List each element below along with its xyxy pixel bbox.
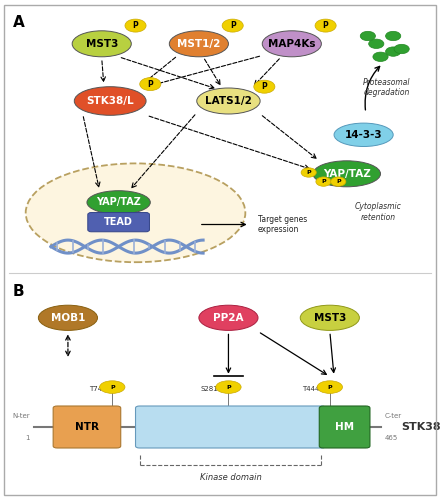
Text: MST3: MST3: [85, 39, 118, 49]
Text: P: P: [147, 80, 153, 88]
Text: Target genes
expression: Target genes expression: [258, 215, 307, 234]
Text: 1: 1: [26, 434, 30, 440]
Circle shape: [99, 381, 125, 394]
Ellipse shape: [74, 86, 146, 116]
Circle shape: [385, 32, 401, 40]
Text: P: P: [261, 82, 267, 91]
Circle shape: [394, 44, 409, 54]
Text: 14-3-3: 14-3-3: [345, 130, 382, 140]
Text: T444: T444: [302, 386, 319, 392]
Text: STK38/L: STK38/L: [86, 96, 134, 106]
Circle shape: [140, 78, 161, 90]
Ellipse shape: [26, 164, 246, 262]
Circle shape: [301, 168, 316, 177]
Text: YAP/TAZ: YAP/TAZ: [323, 169, 370, 179]
Text: STK38: STK38: [402, 422, 440, 432]
Circle shape: [316, 177, 331, 186]
Ellipse shape: [313, 161, 381, 187]
Text: S281: S281: [200, 386, 218, 392]
Circle shape: [317, 381, 342, 394]
Text: N-ter: N-ter: [12, 414, 30, 420]
Text: A: A: [13, 15, 25, 30]
Text: P: P: [132, 21, 139, 30]
Circle shape: [125, 19, 146, 32]
Text: MST1/2: MST1/2: [177, 39, 220, 49]
Text: P: P: [110, 384, 114, 390]
Text: Cytoplasmic
retention: Cytoplasmic retention: [355, 202, 402, 222]
Text: MAP4Ks: MAP4Ks: [268, 39, 315, 49]
Circle shape: [222, 19, 243, 32]
Circle shape: [254, 80, 275, 93]
FancyBboxPatch shape: [53, 406, 121, 448]
Circle shape: [373, 52, 388, 62]
Ellipse shape: [169, 31, 228, 57]
Circle shape: [331, 177, 346, 186]
Circle shape: [369, 39, 384, 48]
Ellipse shape: [38, 305, 98, 330]
Circle shape: [315, 19, 336, 32]
Text: Kinase domain: Kinase domain: [200, 473, 261, 482]
Text: P: P: [306, 170, 311, 175]
Ellipse shape: [72, 31, 131, 57]
Text: P: P: [323, 21, 329, 30]
Text: T74: T74: [88, 386, 102, 392]
Text: MST3: MST3: [314, 313, 346, 323]
Text: C-ter: C-ter: [385, 414, 402, 420]
Circle shape: [360, 32, 375, 40]
Text: MOB1: MOB1: [51, 313, 85, 323]
Text: HM: HM: [335, 422, 354, 432]
Ellipse shape: [300, 305, 359, 330]
Ellipse shape: [87, 190, 150, 214]
Text: LATS1/2: LATS1/2: [205, 96, 252, 106]
Ellipse shape: [197, 88, 260, 114]
Text: YAP/TAZ: YAP/TAZ: [96, 198, 141, 207]
FancyBboxPatch shape: [319, 406, 370, 448]
FancyBboxPatch shape: [136, 406, 326, 448]
Text: P: P: [336, 179, 341, 184]
Text: P: P: [226, 384, 231, 390]
Circle shape: [385, 47, 401, 56]
Text: 465: 465: [385, 434, 398, 440]
Text: PP2A: PP2A: [213, 313, 244, 323]
Text: B: B: [13, 284, 25, 299]
Ellipse shape: [199, 305, 258, 330]
Text: P: P: [321, 179, 326, 184]
Text: P: P: [230, 21, 235, 30]
Ellipse shape: [334, 123, 393, 146]
Text: TEAD: TEAD: [104, 217, 133, 227]
Circle shape: [216, 381, 241, 394]
Text: P: P: [327, 384, 332, 390]
Text: Proteasomal
degradation: Proteasomal degradation: [363, 78, 411, 97]
Text: NTR: NTR: [75, 422, 99, 432]
FancyBboxPatch shape: [88, 212, 150, 232]
Ellipse shape: [262, 31, 321, 57]
